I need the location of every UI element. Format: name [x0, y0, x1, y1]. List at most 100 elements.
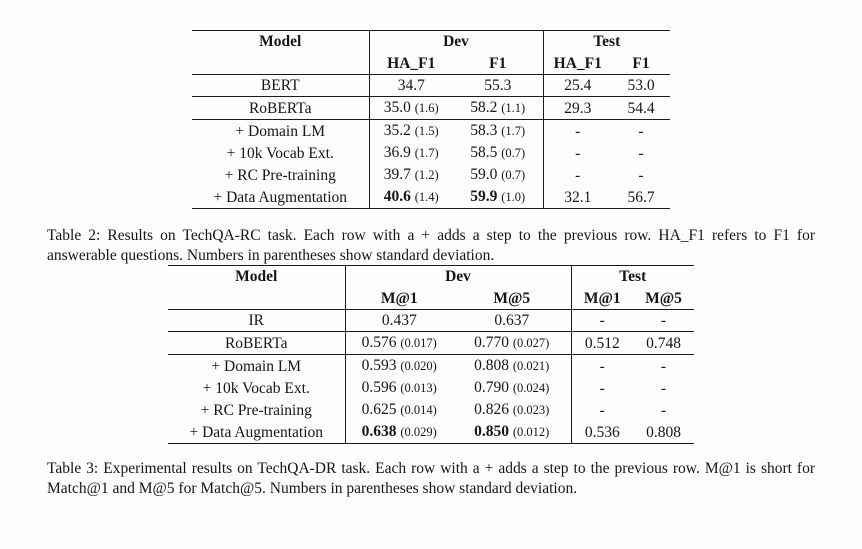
- metric-cell: -: [660, 357, 667, 375]
- table-3-header-group-dev: Dev: [345, 265, 572, 288]
- table-2-header-model: Model: [192, 30, 370, 75]
- metric-value: 0.808: [474, 357, 510, 374]
- model-cell: RoBERTa: [192, 96, 370, 120]
- model-cell: + 10k Vocab Ext.: [168, 377, 346, 399]
- metric-std: (1.6): [414, 101, 439, 115]
- metric-value: 0.790: [474, 379, 510, 396]
- metric-value: 58.2: [470, 99, 498, 116]
- table-3-header-test-m1: M@1: [571, 287, 633, 310]
- metric-std: (1.5): [414, 124, 439, 138]
- metric-std: (0.013): [400, 381, 437, 395]
- metric-value: 34.7: [397, 77, 425, 94]
- metric-std: (1.7): [501, 124, 526, 138]
- table-3-header-model: Model: [168, 265, 346, 310]
- metric-std: (0.021): [512, 359, 550, 373]
- table-row-vocab-ext: + 10k Vocab Ext. 0.596 (0.013) 0.790 (0.…: [168, 377, 694, 399]
- table-3-group-header-row: Model Dev Test: [168, 265, 694, 310]
- metric-cell: 0.576 (0.017): [345, 331, 453, 355]
- metric-cell: -: [571, 309, 633, 332]
- metric-value: 0.625: [361, 401, 397, 418]
- model-cell: + 10k Vocab Ext.: [192, 142, 370, 164]
- table-2-caption: Table 2: Results on TechQA-RC task. Each…: [47, 227, 815, 264]
- metric-cell: 0.437: [345, 309, 453, 332]
- table-2-header-group-test: Test: [593, 33, 621, 51]
- table-3-techqa-dr: Model Dev Test M@1 M@5 M@1 M@5 IR 0.437 …: [168, 265, 694, 444]
- metric-value: 58.5: [470, 144, 498, 161]
- metric-cell: -: [575, 166, 581, 184]
- metric-cell: 29.3: [543, 96, 612, 120]
- metric-std: (0.7): [501, 146, 526, 160]
- metric-cell: 0.593 (0.020): [345, 355, 453, 378]
- table-3-header-test-m5: M@5: [633, 287, 694, 310]
- metric-cell: -: [638, 166, 644, 184]
- table-2-header-test-f1: F1: [612, 52, 670, 75]
- metric-cell: 34.7: [369, 74, 453, 97]
- metric-std: (0.7): [501, 168, 526, 182]
- metric-cell: 0.638 (0.029): [345, 421, 453, 444]
- metric-std: (0.017): [400, 336, 437, 350]
- table-2-header-dev-haf1: HA_F1: [369, 52, 453, 75]
- metric-cell: 36.9 (1.7): [369, 142, 453, 164]
- metric-value: 59.9: [470, 188, 498, 205]
- model-cell: + Domain LM: [192, 119, 370, 142]
- metric-cell: 0.826 (0.023): [453, 399, 572, 421]
- table-row-rc-pretraining: + RC Pre-training 0.625 (0.014) 0.826 (0…: [168, 399, 694, 421]
- model-cell: + Data Augmentation: [192, 186, 370, 209]
- table-2-header-test-haf1: HA_F1: [543, 52, 612, 75]
- metric-value: 35.0: [383, 99, 411, 116]
- metric-cell: 54.4: [612, 96, 670, 120]
- metric-std: (0.014): [400, 403, 437, 417]
- metric-std: (1.0): [501, 190, 526, 204]
- metric-cell: 0.790 (0.024): [453, 377, 572, 399]
- model-cell: + RC Pre-training: [192, 164, 370, 186]
- metric-value: 55.3: [484, 77, 512, 94]
- metric-std: (1.1): [501, 101, 526, 115]
- metric-cell: 58.5 (0.7): [453, 142, 544, 164]
- table-2-header-dev-f1: F1: [453, 52, 544, 75]
- metric-value: 40.6: [383, 188, 411, 205]
- table-2-group-header-row: Model Dev Test: [192, 30, 670, 75]
- metric-cell: 58.2 (1.1): [453, 96, 544, 120]
- metric-cell: 56.7: [627, 188, 655, 206]
- table-3-sub-header-row: M@1 M@5 M@1 M@5: [168, 287, 694, 310]
- model-cell: + Data Augmentation: [168, 421, 346, 444]
- metric-cell: 0.637: [453, 309, 572, 332]
- metric-cell: -: [660, 401, 667, 419]
- table-row-vocab-ext: + 10k Vocab Ext. 36.9 (1.7) 58.5 (0.7) -…: [192, 142, 670, 164]
- metric-value: 36.9: [383, 144, 411, 161]
- metric-cell: -: [599, 401, 605, 419]
- table-row-domain-lm: + Domain LM 35.2 (1.5) 58.3 (1.7) - -: [192, 119, 670, 142]
- metric-value: 0.437: [381, 312, 417, 329]
- metric-cell: -: [633, 309, 694, 332]
- metric-cell: 35.0 (1.6): [369, 96, 453, 120]
- metric-std: (1.2): [414, 168, 439, 182]
- model-cell: + Domain LM: [168, 354, 346, 377]
- table-3-header-dev-m5: M@5: [453, 287, 572, 310]
- metric-cell: 53.0: [612, 74, 670, 97]
- table-row-data-augmentation: + Data Augmentation 40.6 (1.4) 59.9 (1.0…: [192, 186, 670, 209]
- metric-cell: 25.4: [543, 74, 612, 97]
- model-cell: + RC Pre-training: [168, 399, 346, 421]
- table-2-techqa-rc: Model Dev Test HA_F1 F1 HA_F1 F1 BERT 34…: [192, 30, 670, 209]
- metric-cell: 0.770 (0.027): [453, 331, 572, 355]
- metric-std: (0.024): [512, 381, 550, 395]
- table-3-caption: Table 3: Experimental results on TechQA-…: [47, 460, 815, 497]
- metric-std: (0.029): [400, 425, 437, 439]
- metric-value: 35.2: [383, 122, 411, 139]
- metric-value: 58.3: [470, 122, 498, 139]
- table-row-rc-pretraining: + RC Pre-training 39.7 (1.2) 59.0 (0.7) …: [192, 164, 670, 186]
- model-cell: RoBERTa: [168, 331, 346, 355]
- table-row-bert: BERT 34.7 55.3 25.4 53.0: [192, 74, 670, 97]
- metric-cell: 0.808 (0.021): [453, 354, 572, 377]
- metric-cell: 59.9 (1.0): [453, 186, 544, 209]
- metric-value: 59.0: [470, 166, 498, 183]
- table-3-header-dev-m1: M@1: [345, 287, 453, 310]
- metric-value: 0.596: [361, 379, 397, 396]
- metric-cell: -: [660, 379, 667, 397]
- metric-value: 0.850: [474, 423, 510, 440]
- model-cell: BERT: [192, 74, 370, 97]
- metric-cell: 0.625 (0.014): [345, 399, 453, 421]
- metric-value: 39.7: [383, 166, 411, 183]
- model-cell: IR: [168, 309, 346, 332]
- metric-value: 0.770: [474, 334, 510, 351]
